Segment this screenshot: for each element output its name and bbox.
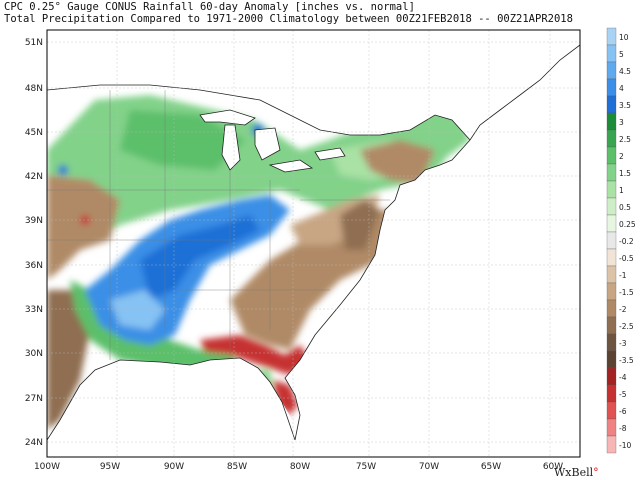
lat-label: 30N <box>25 349 43 359</box>
canada-region <box>47 40 580 140</box>
colorbar-label: -1.5 <box>619 288 634 297</box>
lon-label: 60W <box>543 462 563 472</box>
colorbar-swatch <box>606 95 617 114</box>
colorbar-swatch <box>606 180 617 199</box>
lat-label: 48N <box>25 84 43 94</box>
lon-label: 80W <box>290 462 310 472</box>
colorbar-label: 2.5 <box>619 135 631 144</box>
colorbar-swatch <box>606 163 617 182</box>
lat-label: 24N <box>25 438 43 448</box>
colorbar-label: 4.5 <box>619 67 631 76</box>
graticule <box>47 30 580 457</box>
map-frame <box>46 29 581 458</box>
colorbar-label: 0.5 <box>619 203 631 212</box>
lat-label: 39N <box>25 216 43 226</box>
colorbar-label: 2 <box>619 152 624 161</box>
lon-axis: 100W 95W 90W 85W 80W 75W 70W 65W 60W <box>34 462 563 472</box>
state-borders <box>47 90 390 360</box>
colorbar-label: -5 <box>619 390 627 399</box>
colorbar-swatch <box>606 384 617 403</box>
colorbar-label: -6 <box>619 407 627 416</box>
lon-label: 70W <box>419 462 439 472</box>
colorbar-label: -4 <box>619 373 627 382</box>
colorbar-swatch <box>606 61 617 80</box>
colorbar-swatch <box>606 333 617 352</box>
lon-label: 75W <box>356 462 376 472</box>
lat-label: 45N <box>25 128 43 138</box>
lon-label: 90W <box>164 462 184 472</box>
lat-label: 33N <box>25 305 43 315</box>
lat-label: 27N <box>25 394 43 404</box>
lat-label: 51N <box>25 38 43 48</box>
colorbar-label: 5 <box>619 50 624 59</box>
colorbar-swatch <box>606 197 617 216</box>
colorbar-swatch <box>606 265 617 284</box>
colorbar-label: 4 <box>619 84 624 93</box>
lon-label: 65W <box>481 462 501 472</box>
colorbar-swatch <box>606 418 617 437</box>
colorbar-label: 10 <box>619 33 629 42</box>
colorbar-label: -2.5 <box>619 322 634 331</box>
colorbar-swatch <box>606 231 617 250</box>
colorbar-label: -0.2 <box>619 237 634 246</box>
map-subtitle: Total Precipitation Compared to 1971-200… <box>4 13 573 25</box>
colorbar-label: 1 <box>619 186 624 195</box>
brand-logo: WxBell° <box>554 466 599 479</box>
lon-label: 100W <box>34 462 60 472</box>
lat-label: 36N <box>25 261 43 271</box>
colorbar-swatch <box>606 78 617 97</box>
colorbar-swatch <box>606 350 617 369</box>
colorbar-label: 1.5 <box>619 169 631 178</box>
lat-axis: 51N 48N 45N 42N 39N 36N 33N 30N 27N 24N <box>25 38 43 448</box>
colorbar-swatch <box>606 401 617 420</box>
colorbar-label: -3 <box>619 339 627 348</box>
colorbar-swatch <box>606 129 617 148</box>
lon-label: 85W <box>227 462 247 472</box>
colorbar-swatch <box>606 367 617 386</box>
colorbar-label: -0.5 <box>619 254 634 263</box>
colorbar-swatch <box>606 248 617 267</box>
lon-label: 95W <box>100 462 120 472</box>
colorbar-label: -3.5 <box>619 356 634 365</box>
colorbar-swatch <box>606 44 617 63</box>
map-title: CPC 0.25° Gauge CONUS Rainfall 60-day An… <box>4 1 415 13</box>
colorbar-swatch <box>606 146 617 165</box>
colorbar-label: -10 <box>619 441 631 450</box>
colorbar-swatch <box>606 214 617 233</box>
colorbar-label: 0.25 <box>619 220 636 229</box>
colorbar-swatch <box>606 316 617 335</box>
colorbar: 10 5 4.5 4 3.5 3 2.5 2 1.5 1 0.5 0.25 -0.2 -0.5 -1 -1.5… <box>606 27 636 454</box>
colorbar-label: 3 <box>619 118 624 127</box>
colorbar-swatch <box>606 282 617 301</box>
colorbar-swatch <box>606 27 617 46</box>
coastlines <box>47 44 580 441</box>
water-mask <box>47 30 580 457</box>
colorbar-swatch <box>606 299 617 318</box>
colorbar-label: 3.5 <box>619 101 631 110</box>
colorbar-label: -1 <box>619 271 627 280</box>
lat-label: 42N <box>25 172 43 182</box>
colorbar-swatch <box>606 112 617 131</box>
colorbar-swatch <box>606 435 617 454</box>
colorbar-label: -2 <box>619 305 627 314</box>
colorbar-label: -8 <box>619 424 627 433</box>
